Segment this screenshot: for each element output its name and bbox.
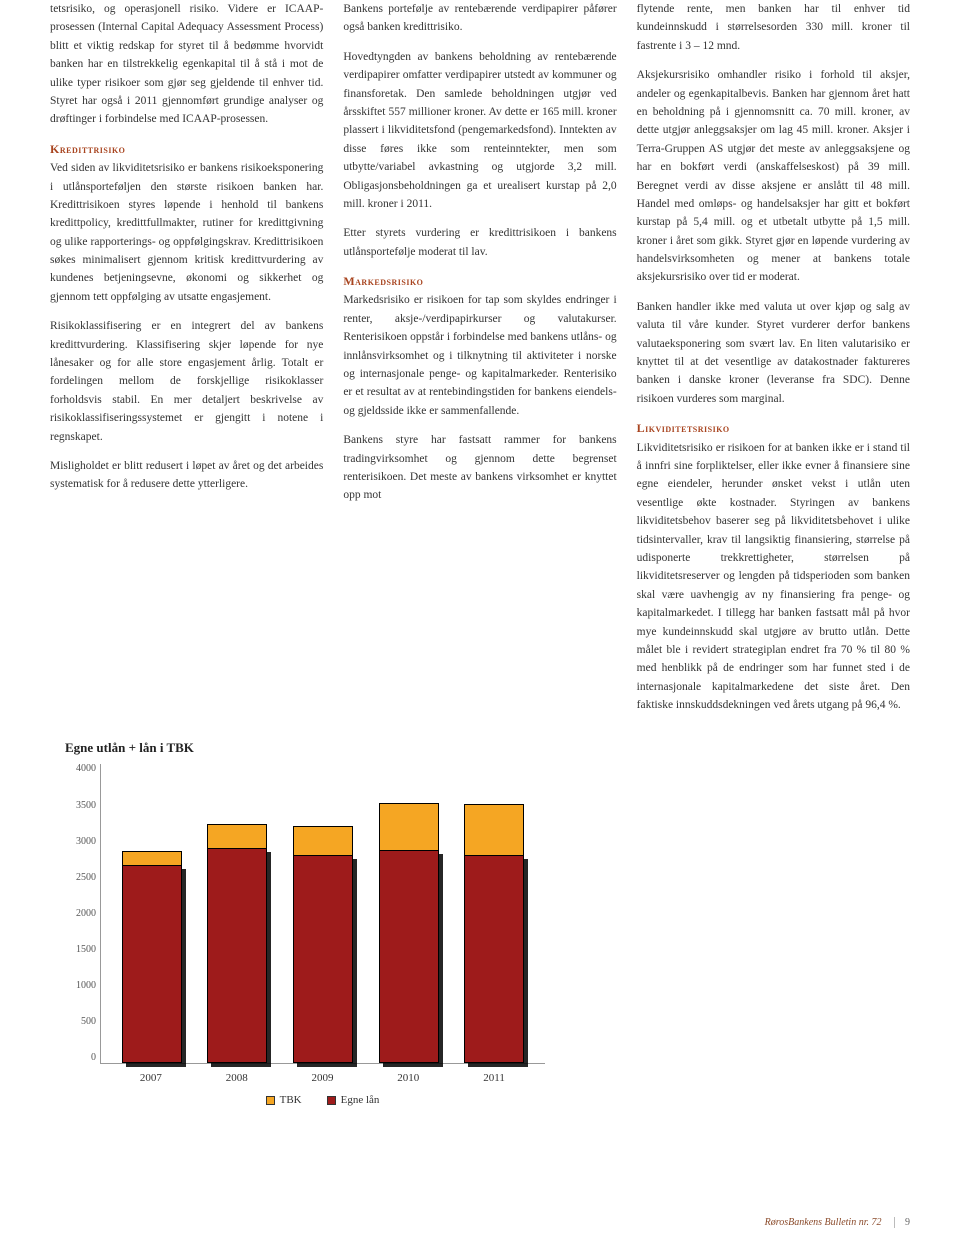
body-text: Aksjekursrisiko omhandler risiko i forho… — [637, 66, 910, 287]
chart-y-axis: 40003500300025002000150010005000 — [63, 764, 96, 1063]
legend-label: TBK — [280, 1094, 302, 1106]
body-text: Markedsrisiko er risikoen for tap som sk… — [343, 294, 616, 416]
body-text: Bankens styre har fastsatt rammer for ba… — [343, 431, 616, 505]
legend-label: Egne lån — [341, 1094, 380, 1106]
column-2: Bankens portefølje av rentebærende verdi… — [343, 0, 616, 725]
section-heading-kredittrisiko: Kredittrisiko — [50, 142, 125, 156]
body-text: Bankens portefølje av rentebærende verdi… — [343, 0, 616, 37]
chart-x-axis: 20072008200920102011 — [100, 1072, 545, 1084]
bar-chart: Egne utlån + lån i TBK 40003500300025002… — [65, 740, 545, 1106]
chart-title: Egne utlån + lån i TBK — [65, 740, 545, 756]
body-text: flytende rente, men banken har til enhve… — [637, 0, 910, 55]
bar-2007 — [122, 851, 182, 1063]
page-number: 9 — [894, 1217, 910, 1228]
body-text: Etter styrets vurdering er kredittrisiko… — [343, 224, 616, 261]
body-text: tetsrisiko, og operasjonell risiko. Vide… — [50, 0, 323, 129]
body-text: Risikoklassifisering er en integrert del… — [50, 317, 323, 446]
section-heading-markedsrisiko: Markedsrisiko — [343, 274, 423, 288]
body-text: Ved siden av likviditetsrisiko er banken… — [50, 162, 323, 303]
bar-2008 — [207, 824, 267, 1063]
legend-swatch-tbk — [266, 1096, 275, 1105]
legend-swatch-egne — [327, 1096, 336, 1105]
bar-2009 — [293, 826, 353, 1063]
legend-item-egne: Egne lån — [327, 1094, 380, 1106]
body-text: Hovedtyngden av bankens beholdning av re… — [343, 48, 616, 214]
section-heading-likviditetsrisiko: Likviditetsrisiko — [637, 421, 730, 435]
body-text: Banken handler ikke med valuta ut over k… — [637, 298, 910, 408]
column-3: flytende rente, men banken har til enhve… — [637, 0, 910, 725]
body-text: Likviditetsrisiko er risikoen for at ban… — [637, 442, 910, 711]
chart-bars — [101, 764, 545, 1063]
column-1: tetsrisiko, og operasjonell risiko. Vide… — [50, 0, 323, 725]
page-footer: RørosBankens Bulletin nr. 72 9 — [765, 1217, 910, 1228]
bar-2010 — [379, 803, 439, 1063]
legend-item-tbk: TBK — [266, 1094, 302, 1106]
publication-name: RørosBankens Bulletin nr. 72 — [765, 1217, 882, 1228]
chart-legend: TBK Egne lån — [100, 1094, 545, 1106]
chart-plot-area: 40003500300025002000150010005000 — [100, 764, 545, 1064]
bar-2011 — [464, 804, 524, 1064]
body-text: Misligholdet er blitt redusert i løpet a… — [50, 457, 323, 494]
